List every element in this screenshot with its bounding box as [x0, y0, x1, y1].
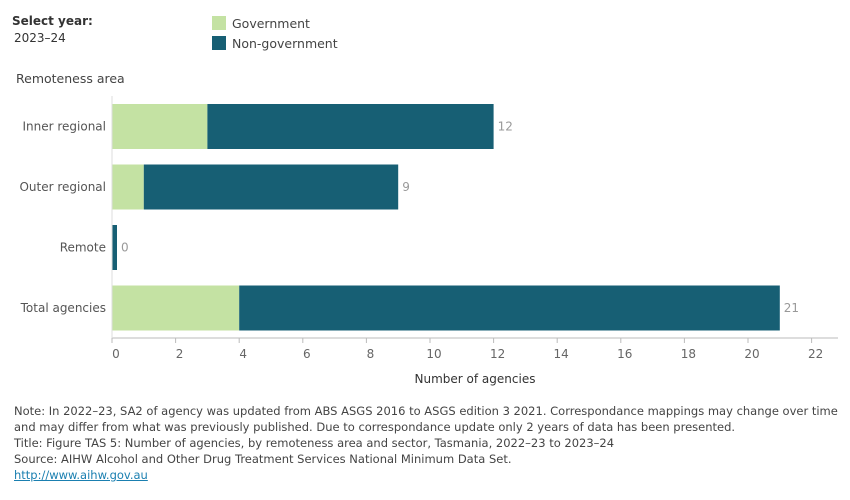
total-label-inner-regional: 12 [498, 120, 513, 134]
x-axis-title: Number of agencies [415, 372, 536, 386]
x-tick-label: 12 [490, 347, 505, 361]
category-label-remote: Remote [60, 241, 106, 255]
legend-label-non-government: Non-government [232, 35, 338, 51]
x-tick-label: 18 [681, 347, 696, 361]
legend: Government Non-government [212, 13, 338, 53]
bar-government-total-agencies [112, 285, 240, 331]
plot-area: Inner regional 12 Outer regional 9 Remote 0 To… [19, 96, 838, 361]
x-tick-label: 20 [744, 347, 759, 361]
footer-source: Source: AIHW Alcohol and Other Drug Trea… [14, 452, 512, 466]
category-label-inner-regional: Inner regional [22, 120, 106, 134]
bar-non-government-remote [112, 225, 117, 270]
x-tick-label: 2 [176, 347, 184, 361]
x-tick-label: 6 [303, 347, 311, 361]
footer-note: Note: In 2022–23, SA2 of agency was upda… [14, 404, 838, 434]
year-selector-label: Select year: [12, 14, 93, 28]
legend-label-government: Government [232, 15, 310, 31]
year-selector-value[interactable]: 2023–24 [14, 31, 66, 45]
total-label-outer-regional: 9 [402, 180, 410, 194]
total-label-total-agencies: 21 [784, 301, 799, 315]
bar-government-outer-regional [112, 164, 144, 210]
legend-swatch-non-government [212, 36, 226, 50]
footer-link[interactable]: http://www.aihw.gov.au [14, 468, 148, 482]
y-axis-title: Remoteness area [16, 71, 125, 86]
x-tick-label: 16 [617, 347, 632, 361]
legend-item-non-government[interactable]: Non-government [212, 33, 338, 53]
bar-non-government-total-agencies [239, 285, 780, 331]
footer-notes: Note: In 2022–23, SA2 of agency was upda… [14, 403, 838, 483]
legend-swatch-government [212, 16, 226, 30]
x-tick-label: 22 [808, 347, 823, 361]
x-tick-label: 0 [112, 347, 120, 361]
category-label-total-agencies: Total agencies [20, 301, 106, 315]
year-selector: Select year: 2023–24 [12, 14, 93, 45]
bar-non-government-inner-regional [207, 104, 494, 149]
total-label-remote: 0 [121, 241, 129, 255]
x-tick-label: 14 [554, 347, 569, 361]
x-tick-label: 4 [239, 347, 247, 361]
bar-non-government-outer-regional [143, 164, 399, 210]
footer-title: Title: Figure TAS 5: Number of agencies,… [14, 436, 615, 450]
bar-chart: Remoteness area Number of agencies Inner… [16, 71, 838, 386]
legend-item-government[interactable]: Government [212, 13, 338, 33]
x-tick-label: 8 [367, 347, 375, 361]
x-tick-label: 10 [426, 347, 441, 361]
category-label-outer-regional: Outer regional [19, 180, 106, 194]
bar-government-inner-regional [112, 104, 208, 149]
